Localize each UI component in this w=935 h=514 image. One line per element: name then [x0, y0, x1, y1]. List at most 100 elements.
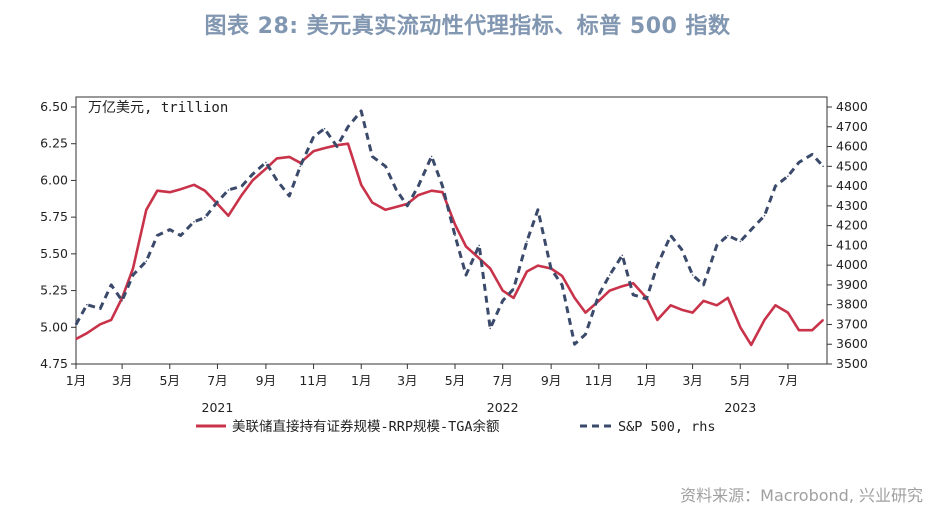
- left-tick-label: 5.25: [40, 283, 68, 298]
- right-tick-label: 3900: [836, 277, 868, 292]
- legend-label-liquidity: 美联储直接持有证券规模-RRP规模-TGA余额: [232, 418, 500, 435]
- right-tick-label: 4200: [836, 218, 868, 233]
- sp500-point: [441, 185, 444, 187]
- sp500-point: [750, 228, 752, 231]
- liquidity-point: [99, 323, 101, 326]
- liquidity-point: [204, 189, 206, 192]
- liquidity-point: [774, 304, 777, 307]
- x-tick-label: 1月: [66, 373, 86, 388]
- x-tick-label: 3月: [397, 373, 417, 388]
- sp500-point: [99, 307, 101, 310]
- x-tick-label: 9月: [541, 373, 561, 388]
- liquidity-point: [526, 270, 528, 273]
- sp500-point: [573, 343, 576, 346]
- sp500-point: [336, 145, 338, 148]
- sp500-point: [501, 299, 504, 302]
- liquidity-point: [750, 344, 752, 346]
- liquidity-point: [417, 194, 420, 196]
- sp500-point: [645, 298, 648, 300]
- liquidity-point: [608, 289, 611, 292]
- liquidity-point: [691, 311, 694, 314]
- sp500-point: [121, 299, 123, 302]
- sp500-point: [739, 240, 742, 243]
- sp500-point: [323, 127, 326, 130]
- liquidity-point: [360, 184, 363, 186]
- liquidity-point: [680, 308, 683, 311]
- sp500-point: [680, 248, 683, 251]
- liquidity-point: [454, 223, 456, 226]
- liquidity-point: [787, 311, 789, 314]
- x-tick-label: 3月: [682, 373, 702, 388]
- liquidity-point: [86, 332, 88, 335]
- sp500-point: [86, 303, 88, 306]
- right-tick-label: 4800: [836, 99, 868, 114]
- x-tick-label: 11月: [299, 373, 327, 388]
- sp500-point: [465, 274, 467, 276]
- right-axis: 3500 3600 3700 3800 3900 4000 4100 4200 4300 4400…: [827, 99, 868, 371]
- x-axis: 1月 3月 5月 7月 9月 11月 1月 3月 5月 7月 9月 11月 1月 3月 5月 7月 2021 20…: [66, 364, 798, 415]
- legend-label-sp500: S&P 500, rhs: [618, 419, 716, 435]
- right-tick-label: 4000: [836, 257, 868, 272]
- right-tick-label: 3800: [836, 297, 868, 312]
- liquidity-point: [512, 297, 515, 299]
- liquidity-point: [441, 191, 444, 193]
- sp500-point: [526, 240, 528, 243]
- liquidity-point: [716, 304, 718, 307]
- sp500-point: [691, 274, 694, 276]
- legend: 美联储直接持有证券规模-RRP规模-TGA余额 S&P 500, rhs: [196, 418, 716, 435]
- sp500-point: [727, 234, 729, 237]
- sp500-point: [417, 185, 420, 187]
- sp500-point: [110, 284, 112, 286]
- right-tick-label: 3700: [836, 316, 868, 331]
- liquidity-point: [395, 206, 398, 208]
- liquidity-point: [478, 257, 481, 260]
- sp500-point: [347, 126, 349, 128]
- sp500-point: [204, 216, 206, 219]
- liquidity-point: [465, 245, 467, 248]
- liquidity-point: [537, 264, 539, 267]
- sp500-point: [787, 175, 789, 177]
- sp500-point: [179, 234, 182, 237]
- sp500-point: [584, 333, 587, 336]
- liquidity-point: [156, 189, 159, 192]
- left-tick-label: 5.75: [40, 209, 68, 224]
- x-tick-label: 7月: [778, 373, 798, 388]
- right-tick-label: 3600: [836, 336, 868, 351]
- x-year-label: 2022: [487, 400, 519, 415]
- liquidity-point: [384, 209, 387, 211]
- liquidity-point: [179, 188, 182, 190]
- liquidity-point: [669, 304, 672, 307]
- liquidity-point: [371, 201, 374, 204]
- sp500-point: [288, 195, 291, 197]
- liquidity-point: [632, 282, 634, 285]
- sp500-point: [430, 155, 433, 158]
- x-tick-label: 9月: [256, 373, 276, 388]
- liquidity-point: [822, 319, 824, 321]
- sp500-point: [360, 110, 363, 112]
- sp500-point: [169, 228, 171, 231]
- right-tick-label: 3500: [836, 356, 868, 371]
- sp500-point: [811, 153, 813, 156]
- sp500-point: [371, 155, 374, 158]
- right-tick-label: 4600: [836, 139, 868, 154]
- liquidity-point: [656, 319, 659, 321]
- sp500-point: [145, 260, 148, 263]
- liquidity-point: [251, 179, 254, 182]
- liquidity-point: [312, 150, 315, 152]
- liquidity-point: [727, 297, 729, 299]
- plot-frame: [75, 96, 828, 365]
- sp500-point: [384, 165, 387, 168]
- sp500-point: [227, 189, 230, 191]
- liquidity-point: [132, 267, 134, 270]
- x-tick-label: 11月: [585, 373, 613, 388]
- x-tick-label: 1月: [351, 373, 371, 388]
- right-tick-label: 4300: [836, 198, 868, 213]
- chart-title: 图表 28: 美元真实流动性代理指标、标普 500 指数: [204, 14, 731, 39]
- sp500-point: [716, 244, 718, 247]
- liquidity-point: [561, 275, 563, 277]
- liquidity-point: [110, 319, 112, 321]
- liquidity-point: [276, 157, 278, 160]
- sp500-point: [537, 209, 539, 211]
- sp500-point: [656, 264, 659, 267]
